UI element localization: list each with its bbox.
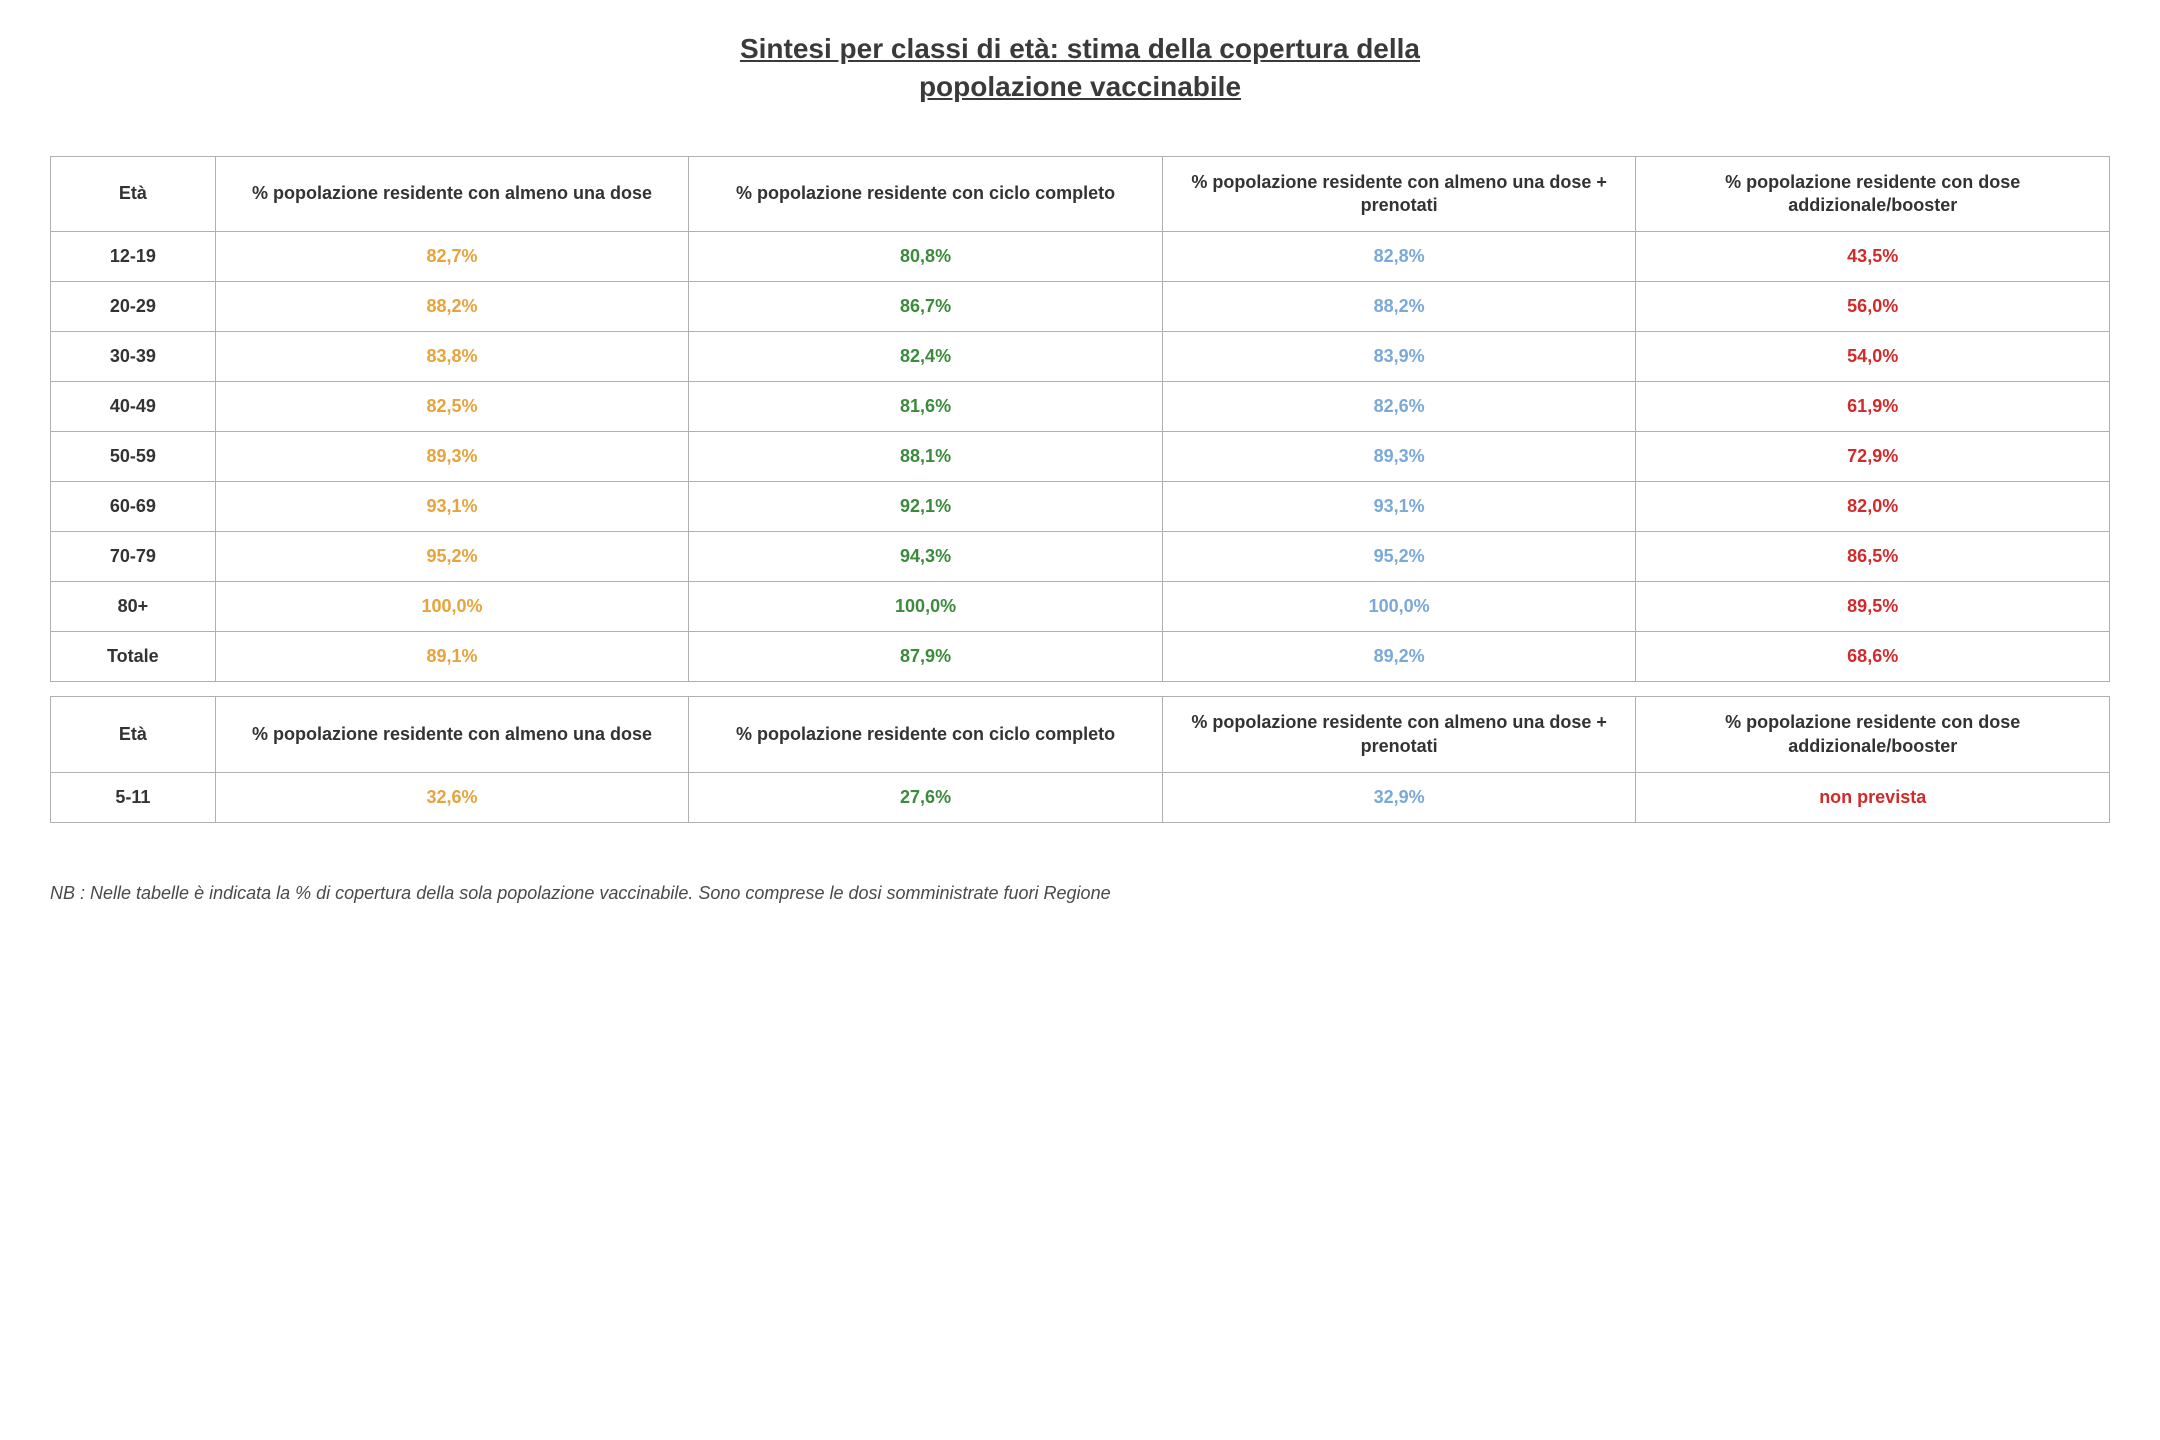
cell-dose-plus-booked: 89,3%: [1162, 432, 1636, 482]
col-header-2: % popolazione residente con ciclo comple…: [689, 156, 1163, 232]
cell-booster: 89,5%: [1636, 582, 2110, 632]
cell-age: 40-49: [51, 382, 216, 432]
table-row: 70-7995,2%94,3%95,2%86,5%: [51, 532, 2110, 582]
cell-booster: 68,6%: [1636, 632, 2110, 682]
col-header-2: % popolazione residente con ciclo comple…: [689, 697, 1163, 773]
cell-at-least-one-dose: 93,1%: [215, 482, 689, 532]
cell-at-least-one-dose: 100,0%: [215, 582, 689, 632]
cell-full-cycle: 87,9%: [689, 632, 1163, 682]
table-header-row: Età % popolazione residente con almeno u…: [51, 156, 2110, 232]
col-header-4: % popolazione residente con dose addizio…: [1636, 156, 2110, 232]
cell-age: 30-39: [51, 332, 216, 382]
cell-age: 60-69: [51, 482, 216, 532]
cell-at-least-one-dose: 89,3%: [215, 432, 689, 482]
col-header-3: % popolazione residente con almeno una d…: [1162, 156, 1636, 232]
cell-age: 80+: [51, 582, 216, 632]
table-row: 60-6993,1%92,1%93,1%82,0%: [51, 482, 2110, 532]
table-row: 5-1132,6%27,6%32,9%non prevista: [51, 773, 2110, 823]
table-header-row: Età % popolazione residente con almeno u…: [51, 697, 2110, 773]
cell-at-least-one-dose: 32,6%: [215, 773, 689, 823]
cell-age: 20-29: [51, 282, 216, 332]
cell-dose-plus-booked: 95,2%: [1162, 532, 1636, 582]
table-row: 80+100,0%100,0%100,0%89,5%: [51, 582, 2110, 632]
cell-full-cycle: 81,6%: [689, 382, 1163, 432]
cell-full-cycle: 27,6%: [689, 773, 1163, 823]
cell-booster: 72,9%: [1636, 432, 2110, 482]
col-header-1: % popolazione residente con almeno una d…: [215, 156, 689, 232]
table-row: 30-3983,8%82,4%83,9%54,0%: [51, 332, 2110, 382]
cell-at-least-one-dose: 89,1%: [215, 632, 689, 682]
cell-full-cycle: 86,7%: [689, 282, 1163, 332]
cell-age: 5-11: [51, 773, 216, 823]
cell-full-cycle: 82,4%: [689, 332, 1163, 382]
cell-at-least-one-dose: 95,2%: [215, 532, 689, 582]
col-header-age: Età: [51, 156, 216, 232]
cell-dose-plus-booked: 83,9%: [1162, 332, 1636, 382]
table-row: 20-2988,2%86,7%88,2%56,0%: [51, 282, 2110, 332]
col-header-age: Età: [51, 697, 216, 773]
title-line-2: popolazione vaccinabile: [919, 71, 1241, 102]
cell-dose-plus-booked: 88,2%: [1162, 282, 1636, 332]
cell-dose-plus-booked: 32,9%: [1162, 773, 1636, 823]
cell-age: Totale: [51, 632, 216, 682]
cell-dose-plus-booked: 100,0%: [1162, 582, 1636, 632]
cell-booster: 54,0%: [1636, 332, 2110, 382]
col-header-3: % popolazione residente con almeno una d…: [1162, 697, 1636, 773]
coverage-table-secondary: Età % popolazione residente con almeno u…: [50, 696, 2110, 823]
footnote: NB : Nelle tabelle è indicata la % di co…: [50, 883, 2110, 904]
cell-booster: 61,9%: [1636, 382, 2110, 432]
cell-age: 50-59: [51, 432, 216, 482]
cell-booster: 56,0%: [1636, 282, 2110, 332]
cell-full-cycle: 94,3%: [689, 532, 1163, 582]
cell-dose-plus-booked: 82,8%: [1162, 232, 1636, 282]
cell-dose-plus-booked: 82,6%: [1162, 382, 1636, 432]
cell-dose-plus-booked: 89,2%: [1162, 632, 1636, 682]
title-line-1: Sintesi per classi di età: stima della c…: [740, 33, 1420, 64]
page-title: Sintesi per classi di età: stima della c…: [50, 30, 2110, 106]
cell-booster: 82,0%: [1636, 482, 2110, 532]
cell-at-least-one-dose: 88,2%: [215, 282, 689, 332]
cell-age: 12-19: [51, 232, 216, 282]
cell-booster: non prevista: [1636, 773, 2110, 823]
cell-age: 70-79: [51, 532, 216, 582]
table-row: 40-4982,5%81,6%82,6%61,9%: [51, 382, 2110, 432]
col-header-4: % popolazione residente con dose addizio…: [1636, 697, 2110, 773]
cell-at-least-one-dose: 83,8%: [215, 332, 689, 382]
cell-full-cycle: 92,1%: [689, 482, 1163, 532]
cell-dose-plus-booked: 93,1%: [1162, 482, 1636, 532]
cell-full-cycle: 80,8%: [689, 232, 1163, 282]
table-row: 50-5989,3%88,1%89,3%72,9%: [51, 432, 2110, 482]
table-row: 12-1982,7%80,8%82,8%43,5%: [51, 232, 2110, 282]
col-header-1: % popolazione residente con almeno una d…: [215, 697, 689, 773]
cell-at-least-one-dose: 82,5%: [215, 382, 689, 432]
cell-full-cycle: 88,1%: [689, 432, 1163, 482]
cell-full-cycle: 100,0%: [689, 582, 1163, 632]
cell-booster: 86,5%: [1636, 532, 2110, 582]
cell-at-least-one-dose: 82,7%: [215, 232, 689, 282]
cell-booster: 43,5%: [1636, 232, 2110, 282]
table-row-total: Totale89,1%87,9%89,2%68,6%: [51, 632, 2110, 682]
coverage-table-main: Età % popolazione residente con almeno u…: [50, 156, 2110, 683]
